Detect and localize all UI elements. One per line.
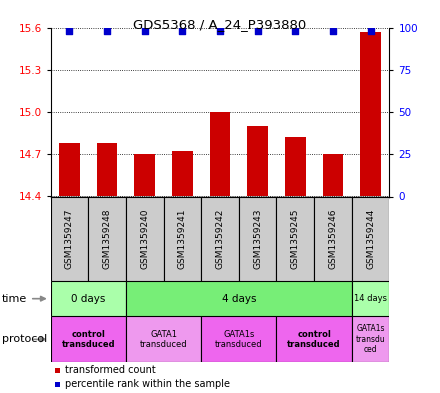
Point [66, 28, 73, 34]
Bar [126, 196, 164, 281]
Text: GSM1359242: GSM1359242 [216, 209, 224, 269]
Point [292, 28, 299, 34]
Bar [51, 316, 126, 362]
Text: GSM1359248: GSM1359248 [103, 209, 112, 269]
Text: GDS5368 / A_24_P393880: GDS5368 / A_24_P393880 [133, 18, 307, 31]
Text: GSM1359245: GSM1359245 [291, 209, 300, 269]
Point [141, 28, 148, 34]
Bar [164, 196, 201, 281]
Bar [209, 112, 231, 196]
Text: 4 days: 4 days [222, 294, 256, 304]
Bar [134, 154, 155, 196]
Bar [276, 196, 314, 281]
Bar [201, 316, 276, 362]
Bar [51, 196, 88, 281]
Bar [323, 154, 343, 196]
Text: time: time [2, 294, 27, 304]
Bar [285, 137, 306, 196]
Text: protocol: protocol [2, 334, 48, 344]
Bar [55, 368, 60, 373]
Text: control
transduced: control transduced [287, 330, 341, 349]
Text: percentile rank within the sample: percentile rank within the sample [65, 379, 230, 389]
Text: GSM1359246: GSM1359246 [328, 209, 337, 269]
Point [330, 28, 337, 34]
Bar [352, 281, 389, 316]
Bar [201, 196, 239, 281]
Text: GSM1359243: GSM1359243 [253, 209, 262, 269]
Bar [59, 143, 80, 196]
Point [367, 28, 374, 34]
Point [216, 28, 224, 34]
Bar [352, 316, 389, 362]
Text: GSM1359240: GSM1359240 [140, 209, 149, 269]
Text: GATA1s
transduced: GATA1s transduced [215, 330, 263, 349]
Text: transformed count: transformed count [65, 365, 155, 375]
Bar [126, 316, 201, 362]
Text: 14 days: 14 days [354, 294, 387, 303]
Point [179, 28, 186, 34]
Bar [276, 316, 352, 362]
Text: control
transduced: control transduced [62, 330, 115, 349]
Text: GSM1359244: GSM1359244 [366, 209, 375, 269]
Bar [314, 196, 352, 281]
Text: 0 days: 0 days [71, 294, 106, 304]
Point [254, 28, 261, 34]
Bar [239, 196, 276, 281]
Bar [247, 126, 268, 196]
Bar [172, 151, 193, 196]
Point [103, 28, 110, 34]
Bar [352, 196, 389, 281]
Text: GATA1s
transdu
ced: GATA1s transdu ced [356, 325, 385, 354]
Bar [97, 143, 117, 196]
Bar [51, 281, 126, 316]
Text: GSM1359247: GSM1359247 [65, 209, 74, 269]
Bar [126, 281, 352, 316]
Bar [360, 32, 381, 196]
Bar [55, 382, 60, 387]
Bar [88, 196, 126, 281]
Text: GSM1359241: GSM1359241 [178, 209, 187, 269]
Text: GATA1
transduced: GATA1 transduced [140, 330, 187, 349]
